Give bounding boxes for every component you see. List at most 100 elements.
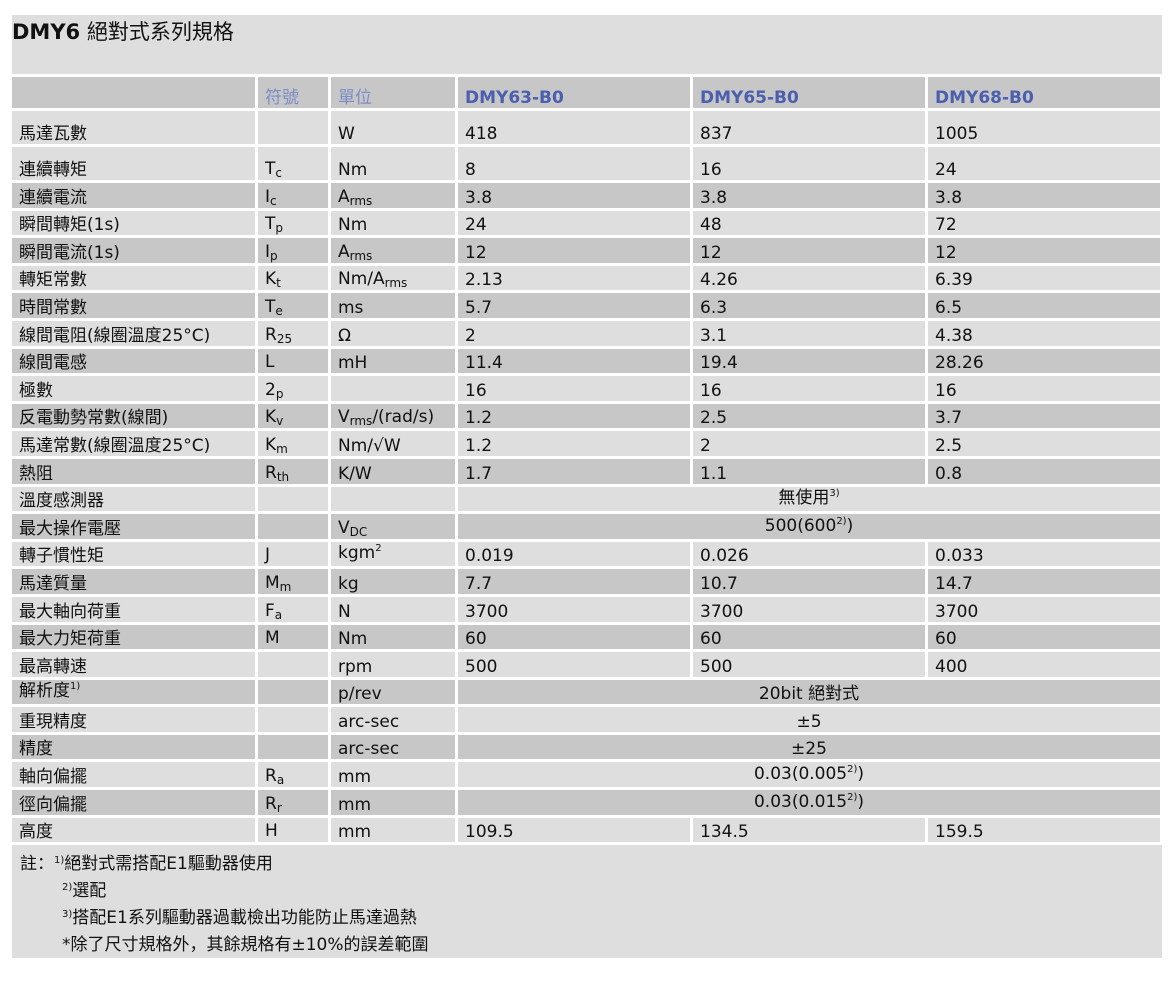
symbol-subscript: 25 — [276, 331, 293, 346]
row-value: 837 — [693, 111, 925, 144]
row-symbol: R25 — [258, 320, 328, 346]
unit-text: K/W — [338, 463, 372, 484]
label-text: 最大力矩荷重 — [19, 629, 121, 650]
symbol-text: R — [265, 766, 277, 787]
symbol-text: K — [265, 407, 277, 428]
symbol-text: J — [265, 545, 271, 566]
row-label: 最高轉速 — [12, 652, 255, 677]
label-text: 軸向偏擺 — [19, 767, 87, 788]
label-text: 反電動勢常數(線間) — [19, 408, 169, 429]
row-label: 馬達常數(線圈溫度25°C) — [12, 431, 255, 456]
symbol-text: T — [265, 159, 276, 179]
row-label: 馬達瓦數 — [12, 111, 255, 144]
row-symbol: Ip — [258, 238, 328, 263]
row-label: 高度 — [12, 817, 255, 843]
row-symbol: M — [258, 624, 328, 650]
row-symbol — [258, 707, 328, 732]
unit-subscript: rms — [384, 276, 408, 291]
label-text: 馬達質量 — [19, 573, 87, 594]
row-value: 1.7 — [458, 458, 690, 484]
header-unit: 單位 — [331, 77, 455, 108]
row-value-merged: ±25 — [458, 734, 1160, 760]
row-unit: Arms — [331, 238, 455, 263]
row-symbol: Kv — [258, 403, 328, 429]
row-unit: mH — [331, 348, 455, 374]
table-row: 軸向偏擺 Ra mm 0.03(0.0052)) — [12, 762, 1160, 788]
table-row: 最大操作電壓 VDC 500(6002)) — [12, 514, 1160, 539]
note-item: 註：1)絕對式需搭配E1驅動器使用 — [20, 852, 429, 879]
value-tail: ) — [857, 791, 865, 812]
note-text: 絕對式需搭配E1驅動器使用 — [64, 854, 273, 874]
row-value: 28.26 — [928, 348, 1160, 374]
table-row: 溫度感測器 無使用3) — [12, 486, 1160, 512]
row-value: 14.7 — [928, 569, 1160, 594]
value-tail: ) — [857, 764, 865, 785]
unit-subscript: rms — [349, 193, 373, 208]
table-row: 瞬間電流(1s) Ip Arms 12 12 12 — [12, 238, 1160, 263]
label-text: 重現精度 — [19, 711, 87, 732]
row-value: 12 — [693, 238, 925, 263]
row-symbol — [258, 111, 328, 144]
unit-text: p/rev — [338, 684, 382, 705]
unit-text: N — [338, 601, 351, 622]
page-title: DMY6 絕對式系列規格 — [12, 16, 234, 46]
row-value: 1.1 — [693, 458, 925, 484]
row-value: 1.2 — [458, 431, 690, 456]
unit-text: kgm — [338, 543, 376, 564]
row-unit: Nm — [331, 624, 455, 650]
row-value: 418 — [458, 111, 690, 144]
symbol-subscript: p — [270, 248, 278, 263]
row-value: 24 — [458, 210, 690, 236]
label-text: 徑向偏擺 — [19, 794, 87, 815]
row-value: 12 — [928, 238, 1160, 263]
row-value: 5.7 — [458, 293, 690, 318]
row-value: 2 — [458, 320, 690, 346]
table-row: 極數 2p 16 16 16 — [12, 376, 1160, 401]
row-value: 16 — [693, 147, 925, 180]
row-unit: Ω — [331, 320, 455, 346]
label-text: 最大操作電壓 — [19, 518, 121, 539]
row-label: 馬達質量 — [12, 569, 255, 594]
table-row: 馬達質量 Mm kg 7.7 10.7 14.7 — [12, 569, 1160, 594]
row-unit: mm — [331, 817, 455, 843]
row-value: 2 — [693, 431, 925, 456]
row-value-merged: 0.03(0.0052)) — [458, 762, 1160, 788]
symbol-subscript: th — [276, 469, 290, 484]
row-label: 線間電感 — [12, 348, 255, 374]
row-unit: W — [331, 111, 455, 144]
symbol-subscript: a — [274, 607, 283, 622]
label-text: 線間電感 — [19, 353, 87, 374]
row-label: 溫度感測器 — [12, 486, 255, 512]
row-value-merged: 無使用3) — [458, 486, 1160, 512]
row-value: 10.7 — [693, 569, 925, 594]
symbol-text: I — [265, 186, 271, 207]
symbol-text: M — [265, 572, 280, 593]
table-row: 最大軸向荷重 Fa N 3700 3700 3700 — [12, 596, 1160, 622]
symbol-text: H — [265, 821, 278, 842]
value-tail: ) — [846, 515, 854, 536]
row-label: 解析度1) — [12, 679, 255, 705]
note-mark: 3) — [62, 909, 73, 920]
unit-text: Ω — [338, 325, 351, 346]
symbol-subscript: e — [275, 303, 283, 318]
note-tolerance: *除了尺寸規格外，其餘規格有±10%的誤差範圍 — [62, 935, 429, 955]
row-unit: K/W — [331, 458, 455, 484]
row-value: 500 — [458, 652, 690, 677]
unit-text: Nm — [338, 629, 368, 650]
row-value: 3.7 — [928, 403, 1160, 429]
footnote-mark: 3) — [829, 488, 840, 500]
table-row: 精度 arc-sec ±25 — [12, 734, 1160, 760]
footnote-mark: 2) — [847, 764, 858, 776]
symbol-text: F — [265, 600, 275, 621]
label-text: 時間常數 — [19, 297, 87, 318]
label-text: 高度 — [19, 822, 53, 843]
value-text: 0.03(0.005 — [753, 764, 848, 785]
row-label: 轉子慣性矩 — [12, 541, 255, 567]
footnote-mark: 2) — [847, 791, 858, 803]
row-value: 0.033 — [928, 541, 1160, 567]
row-value: 3700 — [928, 596, 1160, 622]
row-value: 3700 — [458, 596, 690, 622]
row-label: 重現精度 — [12, 707, 255, 732]
row-symbol: L — [258, 348, 328, 374]
